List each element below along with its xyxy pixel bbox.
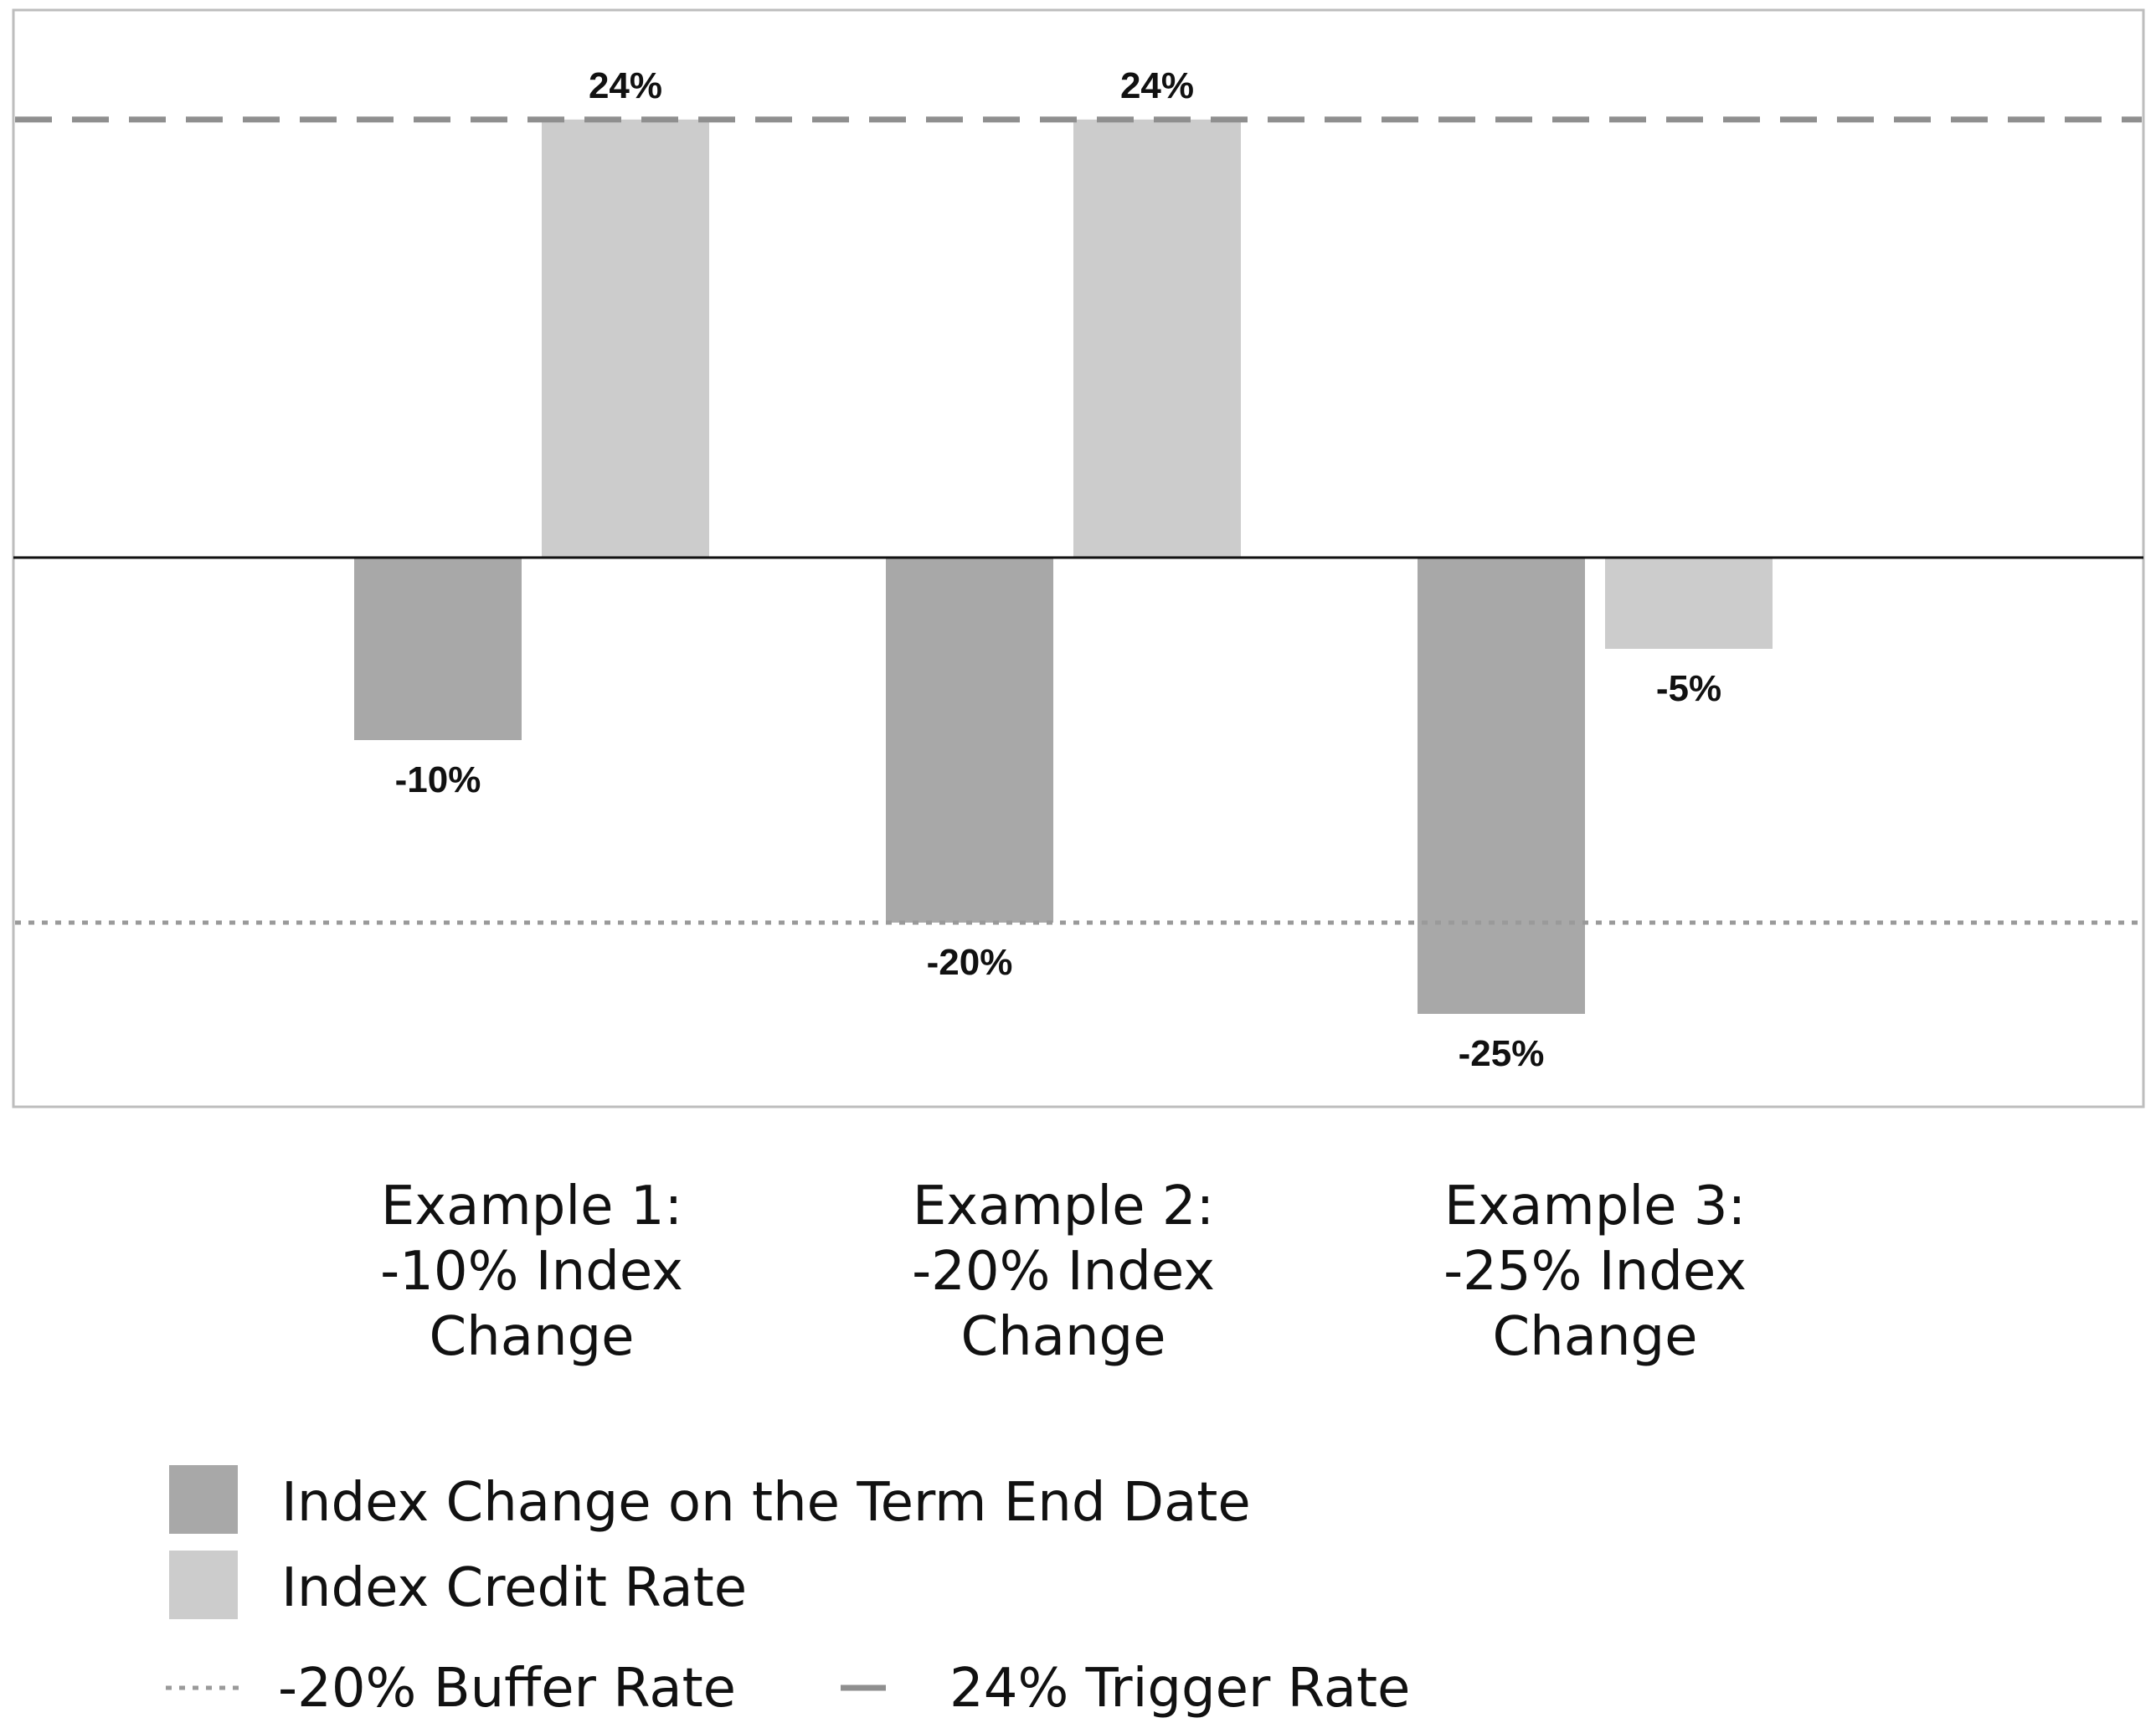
data-label-credit-rate-2: 24% [1120,65,1194,106]
reference-lines-layer [15,116,2142,925]
data-label-index-change-1: -10% [395,759,481,800]
bar-index-change-3 [1418,558,1585,1014]
data-label-credit-rate-1: 24% [589,65,662,106]
category-label-3-line-2: -25% Index [1443,1241,1747,1303]
legend-label-buffer-rate: -20% Buffer Rate [278,1658,736,1720]
category-label-3-line-1: Example 3: [1444,1175,1746,1237]
data-labels-layer: -10% -20% -25% 24% 24% -5% [395,65,1721,1074]
legend-swatch-index-change [169,1465,238,1534]
bar-index-change-1 [354,558,522,740]
category-label-2-line-1: Example 2: [913,1175,1214,1237]
bar-credit-rate-1 [542,119,709,558]
category-label-2-line-3: Change [960,1306,1165,1368]
bar-credit-rate-2 [1073,119,1241,558]
legend-label-index-change: Index Change on the Term End Date [281,1472,1251,1534]
bar-index-change-2 [886,558,1053,923]
legend-label-trigger-rate: 24% Trigger Rate [949,1658,1410,1720]
category-label-2-line-2: -20% Index [912,1241,1215,1303]
data-label-index-change-2: -20% [927,942,1013,983]
category-label-1-line-2: -10% Index [380,1241,683,1303]
legend-swatch-credit-rate [169,1551,238,1619]
category-label-1-line-1: Example 1: [381,1175,682,1237]
data-label-credit-rate-3: -5% [1656,668,1721,709]
legend: Index Change on the Term End Date Index C… [166,1465,1410,1720]
bar-credit-rate-3 [1605,558,1773,649]
category-label-1-line-3: Change [429,1306,634,1368]
data-label-index-change-3: -25% [1459,1033,1545,1074]
bars-layer [354,119,1773,1014]
legend-label-credit-rate: Index Credit Rate [281,1557,747,1619]
category-label-3-line-3: Change [1492,1306,1697,1368]
